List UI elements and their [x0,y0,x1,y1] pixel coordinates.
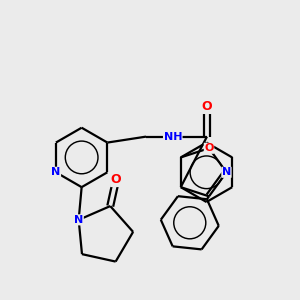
Text: O: O [111,173,121,187]
Text: O: O [202,100,212,113]
Text: N: N [51,167,61,177]
Text: N: N [222,167,231,177]
Text: O: O [204,143,214,153]
Text: N: N [74,215,83,225]
Text: NH: NH [164,132,182,142]
